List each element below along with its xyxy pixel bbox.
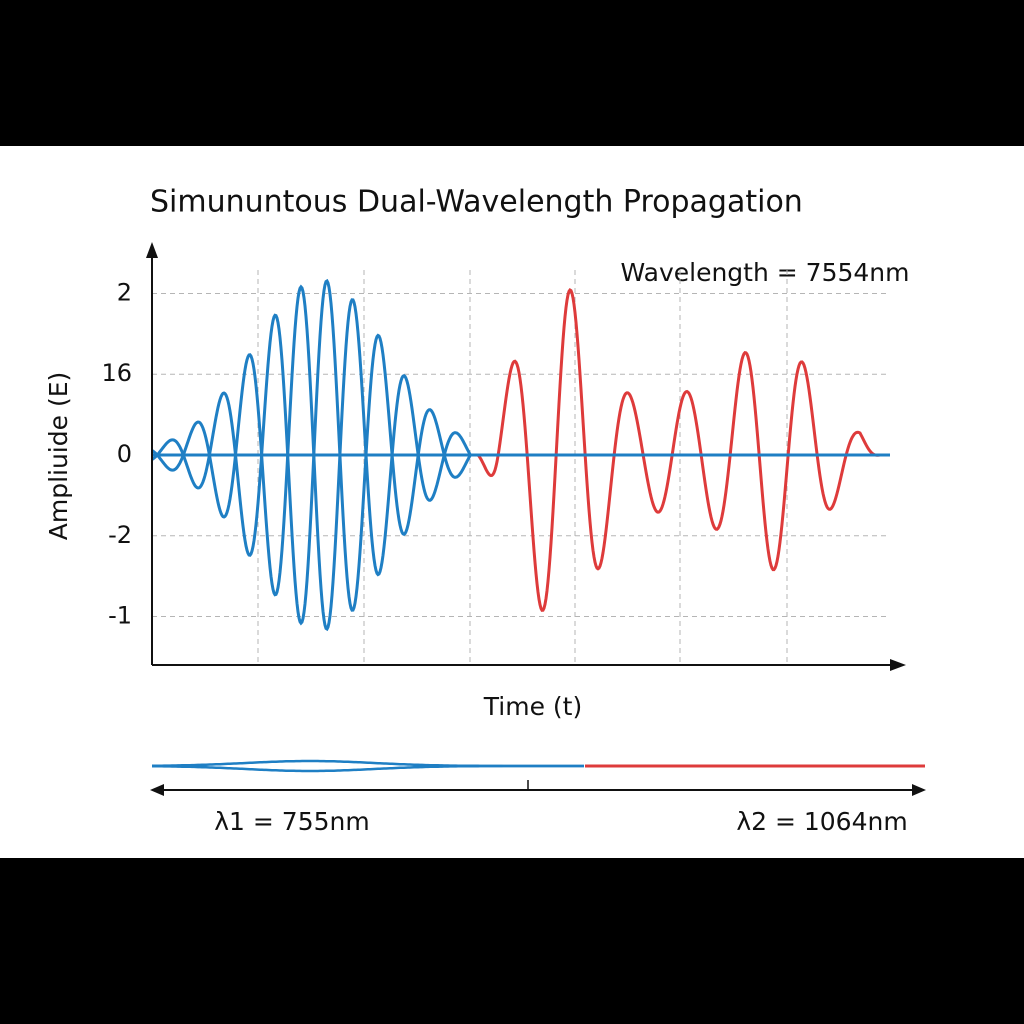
chart-title: Simununtous Dual-Wavelength Propagation bbox=[150, 185, 803, 220]
y-tick-label: 0 bbox=[117, 440, 132, 468]
panel bbox=[0, 146, 1024, 858]
x-grid bbox=[257, 270, 788, 665]
wavelength-label: λ1 = 755nm bbox=[214, 807, 369, 836]
wavelength-label: λ2 = 1064nm bbox=[736, 807, 907, 836]
arrow-head bbox=[150, 784, 164, 796]
bottom-beam bbox=[152, 759, 925, 773]
wave bbox=[151, 278, 472, 626]
y-axis-label: Ampliuide (E) bbox=[44, 372, 73, 541]
x-axis-label: Time (t) bbox=[483, 692, 582, 721]
grid: 2 16 0 -2 -1 bbox=[101, 278, 886, 630]
wave bbox=[470, 288, 890, 612]
y-tick-label: 16 bbox=[101, 359, 132, 387]
arrow-head bbox=[912, 784, 926, 796]
axes bbox=[146, 242, 926, 796]
waves bbox=[151, 278, 890, 632]
y-tick-label: -1 bbox=[108, 602, 132, 630]
annotation: Wavelength = 7554nm bbox=[621, 258, 910, 287]
beam bbox=[152, 764, 584, 773]
arrow-head bbox=[146, 242, 158, 258]
wave bbox=[151, 284, 472, 632]
y-tick-label: 2 bbox=[117, 278, 132, 306]
arrow-head bbox=[890, 659, 906, 671]
y-tick-label: -2 bbox=[108, 521, 132, 549]
